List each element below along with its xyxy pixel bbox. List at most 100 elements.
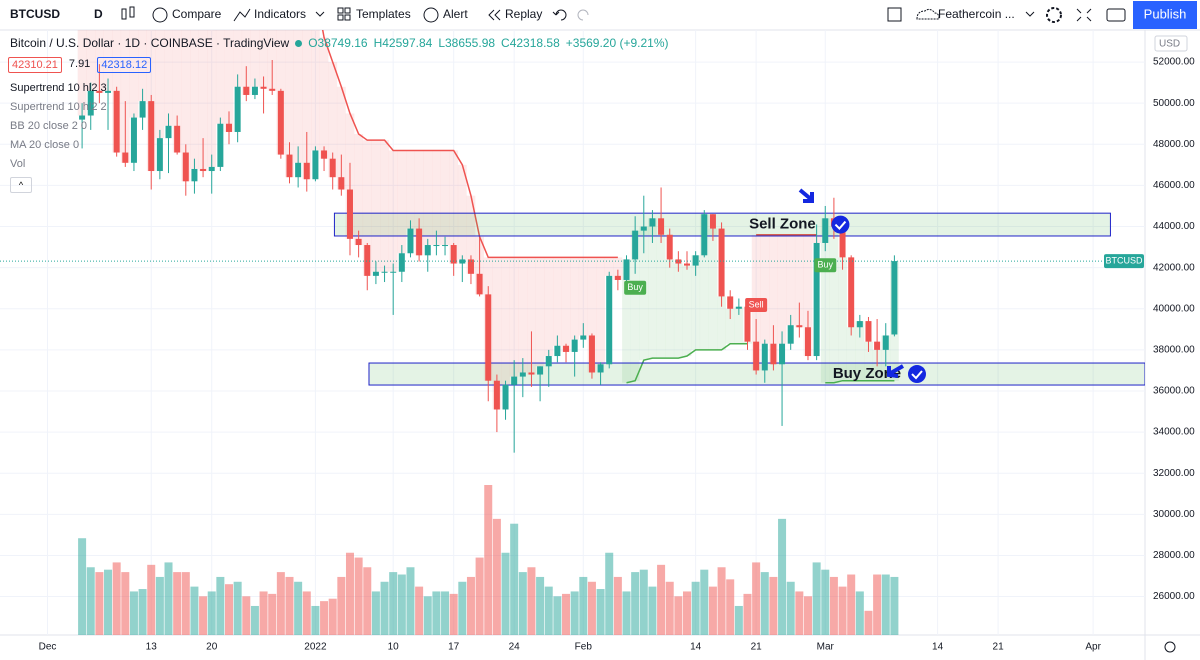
change: +3569.20 (+9.21%) bbox=[565, 36, 669, 50]
x-tick-label: 13 bbox=[146, 642, 158, 653]
candle-body bbox=[891, 261, 898, 335]
supertrend-fill bbox=[414, 150, 424, 256]
x-tick-label: Mar bbox=[817, 642, 835, 653]
volume-bar bbox=[492, 518, 501, 635]
compare-icon[interactable] bbox=[152, 7, 168, 23]
volume-bar bbox=[449, 593, 458, 635]
volume-bar bbox=[95, 572, 104, 635]
volume-bar bbox=[613, 576, 622, 635]
candle-icon[interactable] bbox=[121, 6, 135, 20]
candle-body bbox=[234, 86, 241, 132]
volume-bar bbox=[501, 552, 510, 635]
indicator[interactable]: BB 20 close 2 0 bbox=[10, 120, 88, 132]
publish-button[interactable] bbox=[1133, 1, 1197, 29]
supertrend-fill bbox=[846, 327, 856, 381]
symbol[interactable]: BTCUSD bbox=[10, 7, 60, 21]
candle-body bbox=[269, 88, 276, 91]
supertrend-fill bbox=[94, 30, 104, 93]
supertrend-fill bbox=[604, 257, 614, 276]
supertrend-fill bbox=[224, 30, 234, 132]
volume-bar bbox=[320, 601, 329, 635]
volume-bar bbox=[466, 576, 475, 635]
candle-body bbox=[804, 327, 811, 357]
replay[interactable]: Replay bbox=[505, 7, 542, 21]
volume-bar bbox=[700, 569, 709, 635]
volume-bar bbox=[838, 586, 847, 635]
volume-bar bbox=[778, 518, 787, 635]
indicator[interactable]: MA 20 close 0 bbox=[10, 139, 80, 151]
currency[interactable]: USD bbox=[1159, 39, 1180, 50]
volume-bar bbox=[104, 569, 113, 635]
signal-label: Sell bbox=[749, 299, 764, 309]
bid[interactable]: 42310.21 bbox=[8, 57, 62, 73]
supertrend-fill bbox=[665, 259, 675, 359]
checkbox[interactable] bbox=[887, 7, 902, 22]
supertrend-fill bbox=[820, 218, 830, 383]
y-tick-label: 38000.00 bbox=[1153, 345, 1195, 356]
settings[interactable] bbox=[1046, 7, 1062, 23]
volume-bar bbox=[795, 591, 804, 635]
dropdown[interactable] bbox=[315, 11, 325, 17]
currency-button[interactable] bbox=[1154, 35, 1188, 52]
volume-bar bbox=[363, 567, 372, 635]
volume-bar bbox=[337, 576, 346, 635]
interval[interactable]: D bbox=[94, 7, 103, 21]
supertrend-fill bbox=[164, 30, 173, 126]
y-tick-label: 50000.00 bbox=[1153, 98, 1195, 109]
volume-bar bbox=[570, 591, 579, 635]
supertrend-fill bbox=[578, 257, 588, 336]
supertrend-fill bbox=[596, 257, 605, 365]
y-tick-label: 28000.00 bbox=[1153, 550, 1195, 561]
supertrend-fill bbox=[708, 228, 718, 350]
indicator[interactable]: Supertrend 10 hl2 3 bbox=[10, 82, 107, 94]
ask[interactable]: 42318.12 bbox=[97, 57, 152, 73]
candle-body bbox=[779, 343, 786, 365]
indicators[interactable]: Indicators bbox=[254, 7, 306, 21]
volume-bar bbox=[691, 581, 700, 635]
supertrend-fill bbox=[371, 140, 381, 272]
supertrend-line bbox=[321, 30, 618, 259]
candle-body bbox=[856, 321, 863, 328]
supertrend-fill bbox=[190, 30, 199, 169]
volume-bar bbox=[648, 586, 657, 635]
volume-bar bbox=[345, 552, 354, 635]
supertrend-fill bbox=[336, 86, 346, 190]
supertrend-fill bbox=[682, 265, 692, 357]
gear-reset[interactable] bbox=[1164, 641, 1176, 653]
y-tick-label: 44000.00 bbox=[1153, 221, 1195, 232]
volume-bar bbox=[562, 593, 571, 635]
volume-bar bbox=[397, 574, 406, 635]
compare[interactable]: Compare bbox=[172, 7, 222, 21]
supertrend-fill bbox=[535, 257, 545, 367]
templates-icon[interactable] bbox=[337, 7, 351, 21]
candle-body bbox=[338, 177, 345, 190]
snapshot[interactable] bbox=[1106, 8, 1126, 22]
toolbar bbox=[0, 0, 1200, 30]
indicator[interactable]: Supertrend 10 hl2 2 bbox=[10, 101, 107, 113]
open: O38749.16 bbox=[308, 36, 368, 50]
volume-bar bbox=[173, 572, 182, 635]
volume-bar bbox=[873, 574, 882, 635]
undo[interactable] bbox=[552, 9, 567, 21]
candle-body bbox=[148, 101, 155, 172]
alert-icon[interactable] bbox=[423, 7, 439, 23]
supertrend-fill bbox=[362, 140, 372, 276]
layout-name[interactable]: Feathercoin ... bbox=[938, 7, 1015, 21]
candle-body bbox=[260, 86, 267, 89]
supertrend-fill bbox=[501, 257, 510, 385]
redo[interactable] bbox=[577, 9, 589, 21]
volume-bar bbox=[129, 591, 138, 635]
alert[interactable]: Alert bbox=[443, 7, 468, 21]
replay-icon[interactable] bbox=[488, 9, 501, 21]
publish[interactable]: Publish bbox=[1144, 6, 1187, 21]
indicators-icon[interactable] bbox=[233, 8, 251, 22]
fullscreen[interactable] bbox=[1076, 8, 1092, 22]
dropdown[interactable] bbox=[1025, 11, 1035, 17]
supertrend-fill bbox=[250, 30, 260, 87]
collapse-button[interactable]: ^ bbox=[10, 177, 32, 193]
candle-body bbox=[226, 123, 232, 132]
indicator[interactable]: Vol bbox=[10, 158, 26, 170]
candle-body bbox=[467, 259, 474, 274]
templates[interactable]: Templates bbox=[356, 7, 411, 21]
supertrend-fill bbox=[699, 214, 709, 350]
